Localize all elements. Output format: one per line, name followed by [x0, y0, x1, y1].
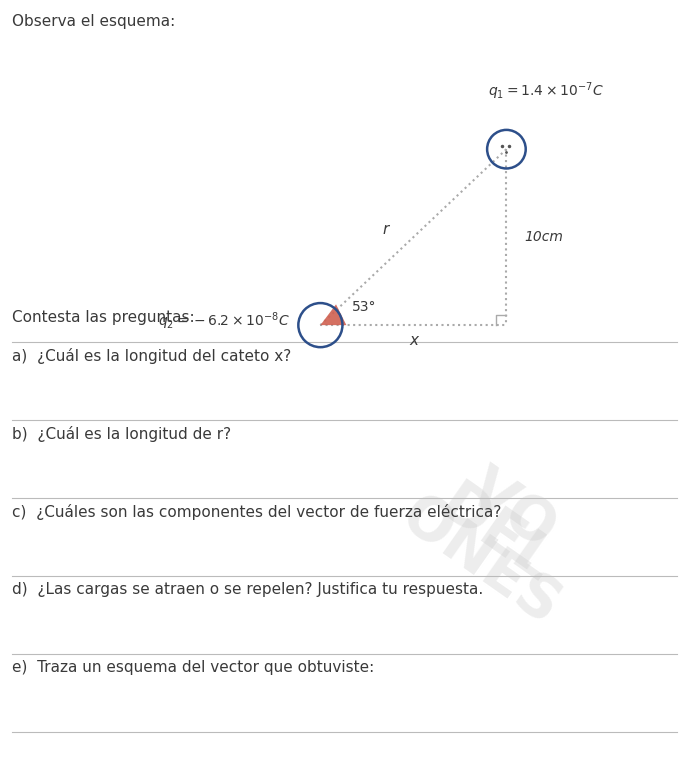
Text: Contesta las preguntas:: Contesta las preguntas: — [12, 310, 194, 325]
Text: d)  ¿Las cargas se atraen o se repelen? Justifica tu respuesta.: d) ¿Las cargas se atraen o se repelen? J… — [12, 582, 483, 597]
Text: DEL: DEL — [429, 476, 564, 595]
Text: b)  ¿Cuál es la longitud de r?: b) ¿Cuál es la longitud de r? — [12, 426, 231, 442]
Text: 53°: 53° — [352, 300, 377, 314]
Text: c)  ¿Cuáles son las componentes del vector de fuerza eléctrica?: c) ¿Cuáles son las componentes del vecto… — [12, 504, 502, 520]
Text: x: x — [409, 333, 418, 348]
Text: $q_2 = -6.2 \times 10^{-8}C$: $q_2 = -6.2 \times 10^{-8}C$ — [158, 311, 290, 332]
Text: VO: VO — [457, 459, 566, 560]
Text: a)  ¿Cuál es la longitud del cateto x?: a) ¿Cuál es la longitud del cateto x? — [12, 348, 291, 364]
Text: r: r — [382, 222, 389, 236]
Polygon shape — [320, 304, 347, 325]
Text: ONES: ONES — [390, 487, 570, 636]
Text: e)  Traza un esquema del vector que obtuviste:: e) Traza un esquema del vector que obtuv… — [12, 660, 374, 675]
Text: 10cm: 10cm — [524, 230, 564, 244]
Text: Observa el esquema:: Observa el esquema: — [12, 14, 175, 29]
Text: $q_1 = 1.4 \times 10^{-7}C$: $q_1 = 1.4 \times 10^{-7}C$ — [489, 80, 604, 102]
